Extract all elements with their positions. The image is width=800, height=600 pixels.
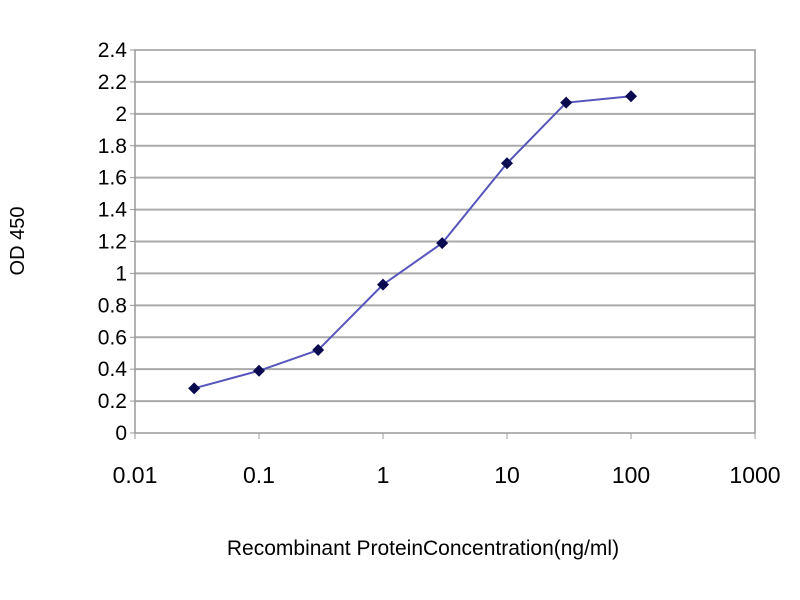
series-line-path: [193, 95, 632, 390]
data-point: [377, 278, 389, 291]
y-tick-label: 0.4: [98, 358, 128, 381]
y-tick-label: 1.6: [98, 167, 127, 190]
data-point: [436, 237, 449, 250]
data-point: [501, 157, 513, 170]
data-point: [560, 96, 573, 109]
x-axis-ticks: 0.01 0.1 1 10 100 1000: [113, 433, 781, 488]
y-tick-label: 2.2: [98, 71, 127, 94]
x-tick-label: 1: [377, 462, 390, 488]
y-tick-label: 0: [115, 422, 127, 445]
series-line: [188, 90, 637, 395]
x-tick-label: 10: [494, 462, 520, 488]
y-tick-label: 2.4: [98, 39, 128, 62]
y-tick-label: 0.6: [98, 326, 127, 349]
x-tick-label: 1000: [729, 462, 780, 488]
data-point: [253, 364, 265, 377]
y-tick-label: 1.8: [98, 135, 127, 158]
y-tick-label: 0.8: [98, 294, 127, 317]
data-point: [312, 344, 325, 357]
y-axis-label: OD 450: [7, 207, 29, 276]
y-axis-ticks: 0 0.2 0.4 0.6 0.8 1 1.2 1.4 1.6 1.8 2 2.2 2.4: [98, 39, 135, 445]
x-tick-label: 0.01: [113, 462, 158, 488]
y-tick-label: 1.4: [98, 199, 128, 222]
x-tick-label: 100: [612, 462, 650, 488]
y-tick-label: 1.2: [98, 231, 127, 254]
y-tick-label: 0.2: [98, 390, 127, 413]
data-point: [188, 382, 201, 395]
x-tick-label: 0.1: [243, 462, 275, 488]
y-tick-label: 2: [115, 103, 127, 126]
x-axis-label: Recombinant ProteinConcentration(ng/ml): [227, 537, 619, 560]
data-point: [625, 90, 637, 103]
y-tick-label: 1: [115, 262, 127, 285]
